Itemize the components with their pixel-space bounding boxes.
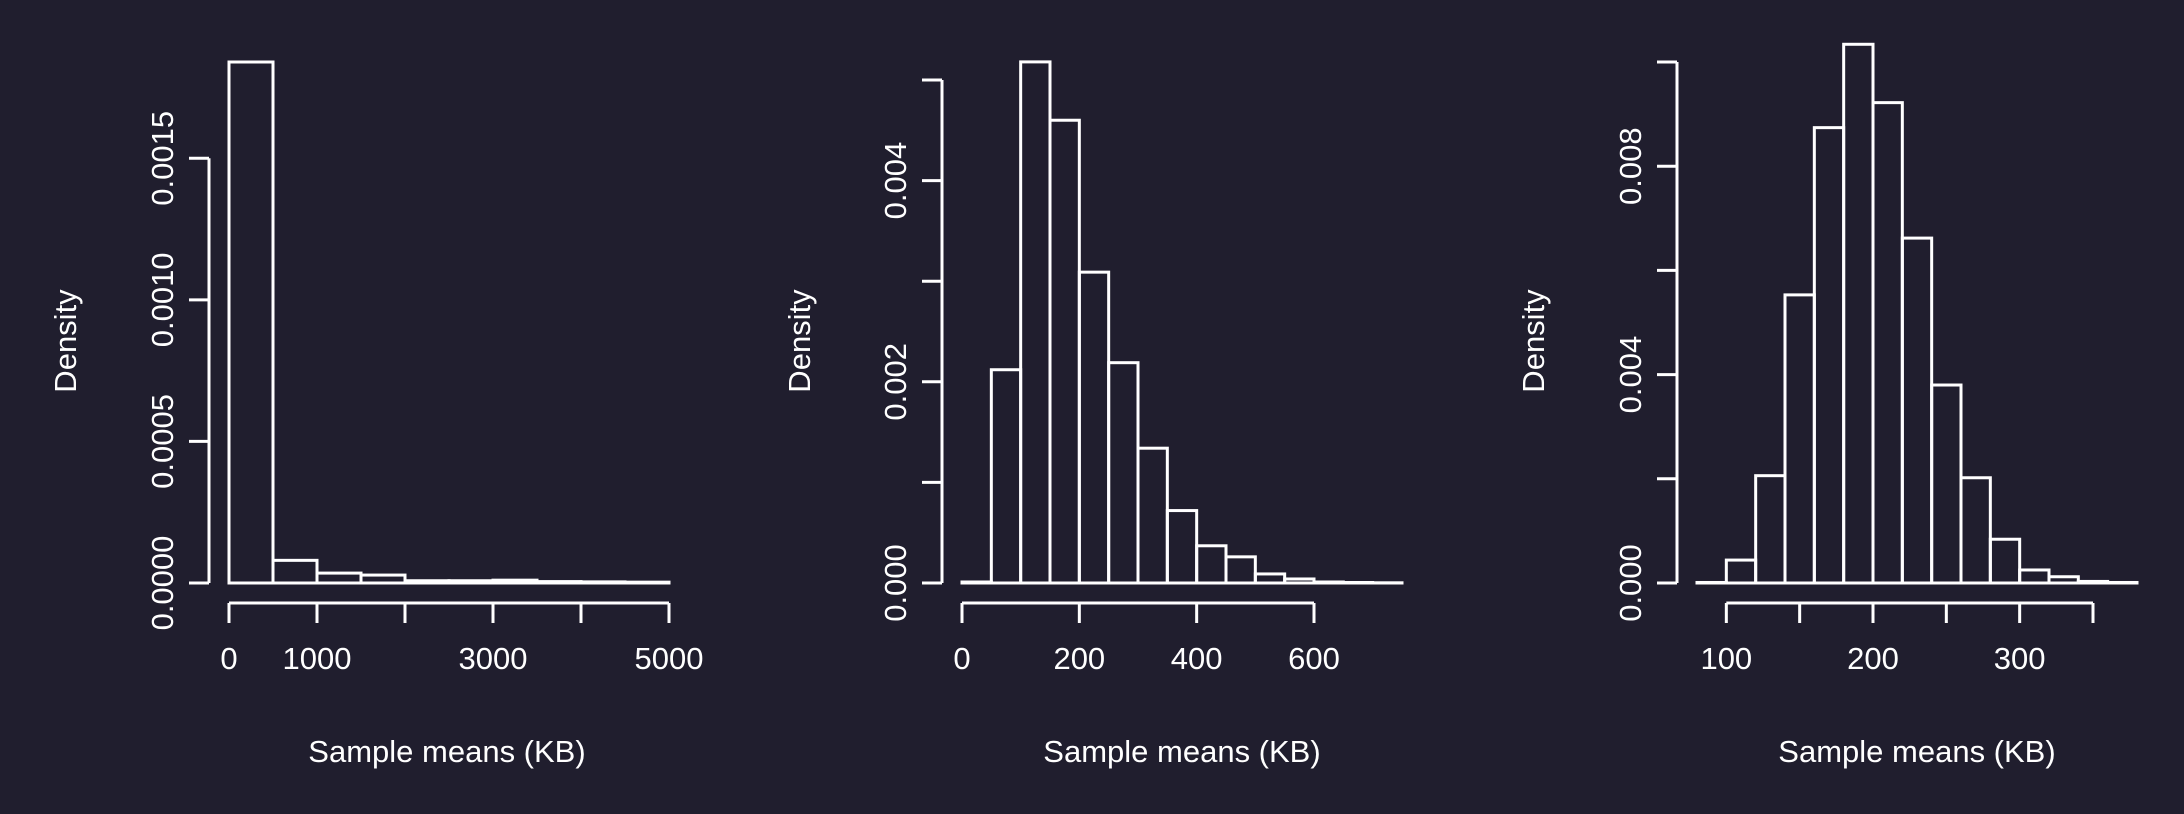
- histogram-bar: [447, 579, 495, 585]
- x-axis-label: Sample means (KB): [1778, 734, 2055, 769]
- y-axis-label: Density: [1516, 289, 1551, 393]
- histogram-bar: [1842, 42, 1875, 585]
- y-tick-label: 0.004: [878, 142, 913, 220]
- x-tick-label: 5000: [635, 641, 704, 676]
- x-tick-label: 400: [1171, 641, 1223, 676]
- y-tick-label: 0.004: [1613, 336, 1648, 414]
- y-tick-label: 0.000: [1613, 544, 1648, 622]
- histogram-bar: [1077, 270, 1111, 585]
- histogram-bar: [1812, 126, 1846, 585]
- x-tick-label: 600: [1288, 641, 1340, 676]
- histogram-bar: [1019, 60, 1052, 585]
- x-tick-label: 300: [1994, 641, 2046, 676]
- x-tick-label: 0: [953, 641, 970, 676]
- y-tick-label: 0.0015: [145, 111, 180, 206]
- histogram-bar: [2106, 580, 2139, 585]
- histogram-panel-left: Sample means (KB) Density 0 1000 3000 5000 0…: [48, 60, 704, 769]
- y-tick-label: 0.002: [878, 343, 913, 421]
- histogram-bar: [960, 580, 993, 585]
- histogram-bar: [989, 368, 1023, 585]
- histogram-bar: [1783, 293, 1816, 585]
- histogram-bar: [1165, 509, 1199, 585]
- x-axis-label: Sample means (KB): [1043, 734, 1320, 769]
- y-axis-label: Density: [48, 289, 83, 393]
- histogram-bar: [1107, 361, 1140, 585]
- histogram-bar: [1195, 544, 1228, 585]
- histogram-bar: [403, 579, 451, 585]
- y-tick-label: 0.008: [1613, 127, 1648, 205]
- x-tick-label: 0: [220, 641, 237, 676]
- x-tick-label: 100: [1700, 641, 1752, 676]
- histogram-bar: [271, 558, 319, 585]
- histogram-bar: [623, 580, 671, 585]
- y-tick-label: 0.0010: [145, 252, 180, 347]
- x-tick-label: 200: [1847, 641, 1899, 676]
- y-tick-label: 0.0005: [145, 394, 180, 489]
- histogram-bar: [1724, 558, 1758, 585]
- histogram-bar: [1930, 383, 1963, 585]
- histogram-bar: [491, 578, 539, 585]
- histogram-bar: [315, 571, 363, 585]
- histogram-bar: [1136, 446, 1169, 585]
- x-tick-label: 3000: [459, 641, 528, 676]
- histogram-bar: [359, 573, 407, 585]
- histogram-panel-middle: Sample means (KB) Density 0 200 400 600 0.00…: [782, 60, 1404, 769]
- histogram-bar: [1871, 101, 1904, 585]
- histogram-bar: [1341, 580, 1375, 585]
- histogram-bar: [1312, 580, 1345, 585]
- histogram-bar: [535, 580, 583, 585]
- y-tick-label: 0.000: [878, 544, 913, 622]
- histogram-bar: [1754, 474, 1787, 585]
- histogram-bar: [1224, 555, 1257, 585]
- x-tick-label: 200: [1053, 641, 1105, 676]
- y-axis-label: Density: [782, 289, 817, 393]
- x-axis-label: Sample means (KB): [308, 734, 585, 769]
- histogram-bar: [1959, 476, 1992, 585]
- histogram-bar: [227, 60, 275, 585]
- x-tick-label: 1000: [283, 641, 352, 676]
- histogram-bar: [1253, 572, 1287, 585]
- histogram-bar: [1988, 537, 2022, 585]
- histogram-bar: [1283, 577, 1316, 585]
- histogram-bar: [2076, 579, 2110, 585]
- histogram-bar: [2018, 568, 2051, 585]
- histogram-bar: [1900, 236, 1934, 585]
- histogram-bar: [1695, 580, 1728, 585]
- histogram-bar: [579, 580, 627, 585]
- histogram-bar: [1048, 118, 1081, 585]
- y-tick-label: 0.0000: [145, 536, 180, 631]
- histogram-panel-right: Sample means (KB) Density 100 200 300 0.000…: [1516, 42, 2139, 769]
- histogram-bar: [2047, 575, 2080, 585]
